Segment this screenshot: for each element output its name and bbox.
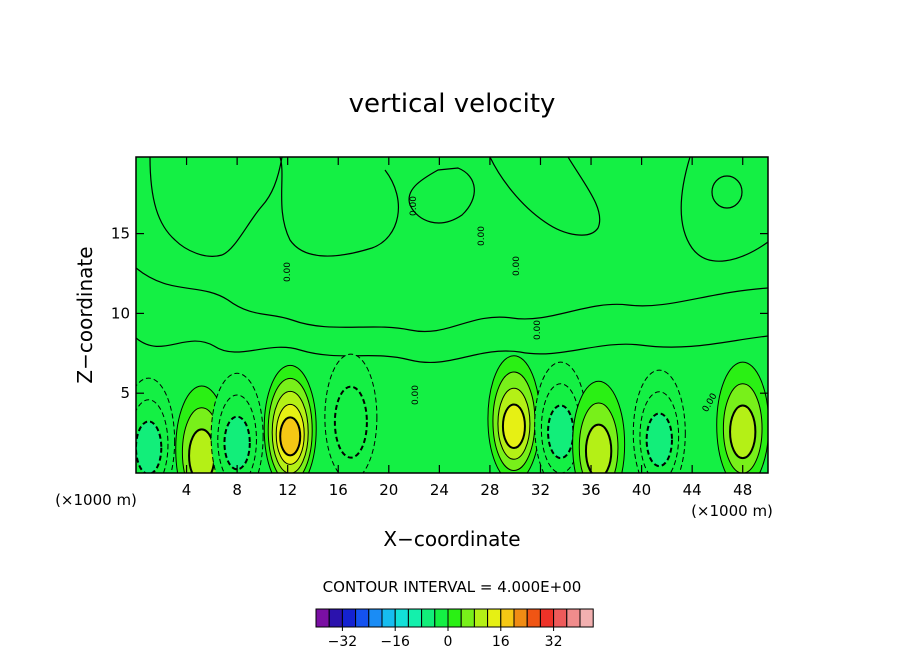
contour-label: 0.00	[512, 256, 522, 276]
x-tick-label: 8	[232, 481, 242, 499]
chart-title: vertical velocity	[349, 89, 556, 119]
y-axis-label: Z−coordinate	[73, 246, 97, 383]
contour-label: 0.00	[477, 226, 487, 246]
colorbar-swatch	[447, 608, 462, 628]
contour-lines	[136, 157, 768, 364]
colorbar-swatch	[566, 608, 581, 628]
contour-feature	[333, 385, 368, 459]
y-tick-label: 15	[111, 225, 130, 243]
colorbar-swatch	[421, 608, 436, 628]
colorbar-label: −32	[328, 634, 358, 650]
y-tick-label: 10	[111, 304, 130, 322]
colorbar-swatch	[368, 608, 383, 628]
colorbar-swatch	[460, 608, 475, 628]
colorbar-swatch	[553, 608, 568, 628]
colorbar-swatch	[341, 608, 357, 628]
x-tick-label: 32	[531, 481, 550, 499]
colorbar-swatch	[315, 608, 330, 628]
colorbar-swatch	[579, 608, 594, 628]
x-axis-ticks: 4 8 12 16 20 24 28 32 36 40 44 48	[182, 157, 752, 499]
x-tick-label: 20	[379, 481, 398, 499]
contour-feature	[584, 423, 613, 473]
colorbar: −32 −16 0 16 32	[315, 608, 594, 650]
colorbar-swatch	[500, 608, 515, 628]
colorbar-swatch	[473, 608, 489, 628]
contour-interval-text: CONTOUR INTERVAL = 4.000E+00	[323, 578, 582, 596]
contour-feature	[729, 404, 757, 460]
colorbar-swatch	[539, 608, 555, 628]
contour-feature	[223, 415, 251, 471]
contour-label: 0.00	[411, 385, 421, 405]
colorbar-label: 0	[444, 634, 453, 650]
contour-label: 0.00	[533, 320, 543, 340]
x-tick-label: 16	[329, 481, 348, 499]
colorbar-label: −16	[380, 634, 410, 650]
contour-feature	[279, 416, 302, 457]
colorbar-swatch	[355, 608, 370, 628]
x-tick-label: 44	[683, 481, 702, 499]
contour-features	[136, 353, 768, 473]
colorbar-swatch	[513, 608, 528, 628]
colorbar-label: 16	[492, 634, 510, 650]
x-tick-label: 4	[182, 481, 192, 499]
x-axis-label: X−coordinate	[383, 527, 520, 551]
contour-feature	[136, 420, 163, 473]
contour-label: 0.00	[283, 262, 293, 282]
colorbar-swatch	[328, 608, 343, 628]
plot-frame	[135, 156, 769, 474]
x-tick-label: 24	[430, 481, 449, 499]
x-tick-label: 36	[581, 481, 600, 499]
contour-feature	[188, 428, 216, 473]
x-tick-label: 40	[632, 481, 651, 499]
x-tick-label: 28	[480, 481, 499, 499]
z-axis-unit: (×1000 m)	[55, 491, 137, 509]
y-axis-ticks: 5 10 15	[111, 225, 768, 402]
y-tick-label: 5	[120, 384, 130, 402]
contour-feature	[547, 404, 575, 460]
colorbar-swatch	[381, 608, 396, 628]
colorbar-label: 32	[545, 634, 563, 650]
colorbar-swatch	[487, 608, 502, 628]
colorbar-swatch	[434, 608, 449, 628]
contour-feature	[501, 403, 526, 449]
contour-label: 0.00	[409, 196, 419, 216]
x-axis-unit: (×1000 m)	[691, 502, 773, 520]
colorbar-swatch	[526, 608, 541, 628]
x-tick-label: 12	[278, 481, 297, 499]
colorbar-swatch	[407, 608, 423, 628]
colorbar-swatch	[394, 608, 409, 628]
contour-feature	[645, 412, 673, 468]
x-tick-label: 48	[733, 481, 752, 499]
